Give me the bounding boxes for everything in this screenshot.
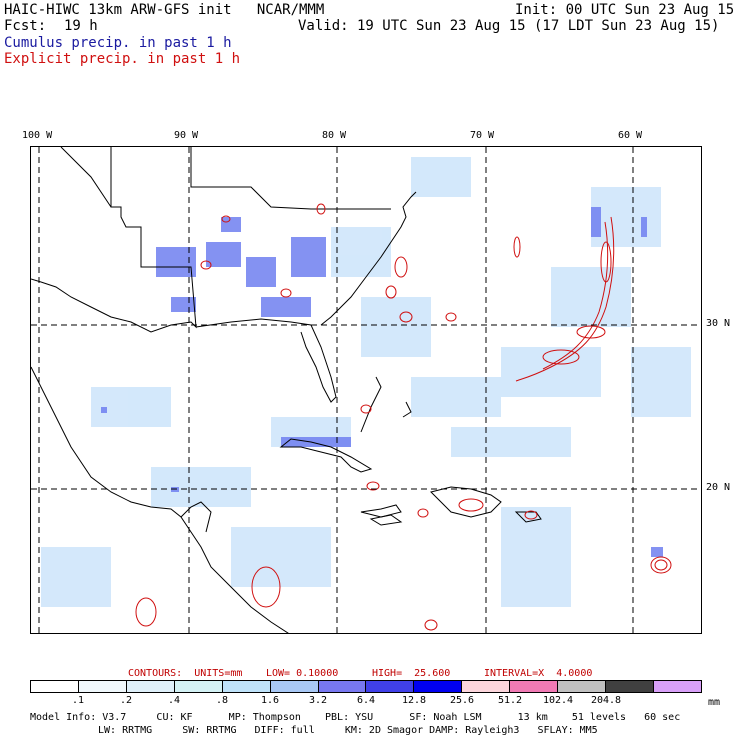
colorbar-swatch <box>558 681 607 692</box>
plot-title: HAIC-HIWC 13km ARW-GFS init NCAR/MMM <box>4 2 325 18</box>
colorbar-swatch <box>31 681 79 692</box>
contour-high: HIGH= 25.600 <box>372 668 451 679</box>
colorbar-swatch <box>126 681 175 692</box>
colorbar-swatch <box>318 681 367 692</box>
init-time: Init: 00 UTC Sun 23 Aug 15 <box>515 2 735 18</box>
colorbar-swatch <box>653 681 701 692</box>
lon-label-60w: 60 W <box>618 130 643 141</box>
colorbar-swatch <box>222 681 271 692</box>
colorbar-tick-label: .8 <box>215 695 229 706</box>
lat-label-20n: 20 N <box>706 482 731 493</box>
colorbar-tick-label: .1 <box>71 695 85 706</box>
colorbar-tick-label: 6.4 <box>356 695 376 706</box>
colorbar-swatch <box>174 681 223 692</box>
colorbar-swatch <box>270 681 319 692</box>
graticule <box>31 147 701 633</box>
colorbar-tick-label: 102.4 <box>542 695 574 706</box>
colorbar-swatch <box>414 681 463 692</box>
colorbar-swatch <box>78 681 127 692</box>
coastlines <box>31 147 542 633</box>
map-canvas <box>31 147 701 633</box>
colorbar-tick-label: 204.8 <box>590 695 622 706</box>
colorbar-tick-label: 51.2 <box>497 695 523 706</box>
colorbar-tick-label: .2 <box>119 695 133 706</box>
colorbar-swatch <box>606 681 654 692</box>
valid-time: Valid: 19 UTC Sun 23 Aug 15 (17 LDT Sun … <box>298 18 720 34</box>
colorbar-swatch <box>462 681 511 692</box>
colorbar-swatch <box>366 681 415 692</box>
lon-label-100w: 100 W <box>22 130 53 141</box>
legend-explicit: Explicit precip. in past 1 h <box>4 51 241 67</box>
lon-label-80w: 80 W <box>322 130 347 141</box>
colorbar-tick-label: 12.8 <box>401 695 427 706</box>
cumulus-precip-light <box>41 157 691 607</box>
colorbar-unit: mm <box>708 697 721 708</box>
precip-colorbar <box>30 680 702 693</box>
colorbar-swatch <box>510 681 559 692</box>
model-info-line2: LW: RRTMG SW: RRTMG DIFF: full KM: 2D Sm… <box>98 725 598 736</box>
colorbar-tick-label: .4 <box>167 695 181 706</box>
colorbar-tick-label: 3.2 <box>308 695 328 706</box>
lat-label-30n: 30 N <box>706 318 731 329</box>
precip-map <box>30 146 702 634</box>
forecast-hour: 19 h <box>64 18 98 34</box>
colorbar-tick-label: 25.6 <box>449 695 475 706</box>
explicit-precip-contours <box>135 203 672 631</box>
lon-label-70w: 70 W <box>470 130 495 141</box>
forecast-label: Fcst: <box>4 18 47 34</box>
model-info-line1: Model Info: V3.7 CU: KF MP: Thompson PBL… <box>30 712 681 723</box>
contour-low: LOW= 0.10000 <box>266 668 339 679</box>
colorbar-tick-label: 1.6 <box>260 695 280 706</box>
legend-cumulus: Cumulus precip. in past 1 h <box>4 35 232 51</box>
lon-label-90w: 90 W <box>174 130 199 141</box>
contour-units: CONTOURS: UNITS=mm <box>128 668 243 679</box>
contour-interval: INTERVAL=X 4.0000 <box>484 668 593 679</box>
